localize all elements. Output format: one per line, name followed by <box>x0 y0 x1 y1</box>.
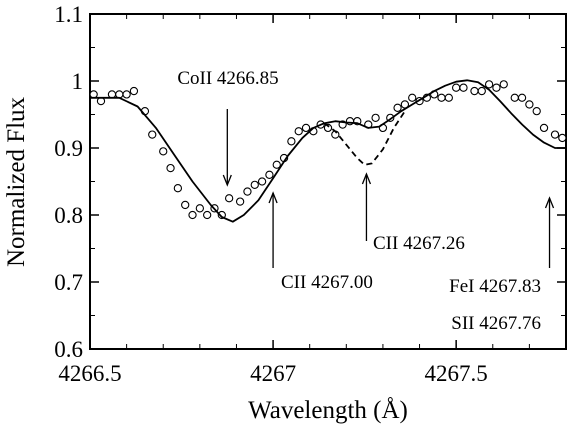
y-axis-title: Normalized Flux <box>3 96 30 267</box>
data-point <box>550 130 560 139</box>
x-axis-title: Wavelength (Å) <box>248 397 408 424</box>
data-point <box>287 137 296 146</box>
data-point <box>166 163 175 173</box>
data-point <box>517 93 527 102</box>
data-point <box>525 100 534 109</box>
data-point <box>294 127 303 136</box>
data-point <box>510 93 519 102</box>
data-point <box>173 184 183 193</box>
data-point <box>470 86 479 96</box>
data-point <box>159 147 168 156</box>
solid-model-line <box>90 79 566 223</box>
data-point <box>188 210 197 220</box>
data-point <box>243 187 252 196</box>
x-tick-labels: 4266.5 4267 4267.5 <box>58 361 487 386</box>
data-point <box>539 123 549 133</box>
y-tick-label: 0.9 <box>54 136 83 161</box>
data-point <box>148 130 157 139</box>
data-point <box>235 197 245 206</box>
plot-frame <box>89 13 567 350</box>
arrow-head <box>268 191 278 204</box>
data-point <box>265 170 274 179</box>
data-point <box>499 80 508 89</box>
annotation-label: CoII 4266.85 <box>177 68 278 89</box>
x-tick-label: 4267 <box>250 361 296 386</box>
y-tick-label: 1 <box>72 69 84 94</box>
data-point <box>408 93 417 102</box>
data-point <box>257 177 267 186</box>
data-point <box>323 123 333 133</box>
data-point <box>452 83 461 92</box>
data-series <box>89 79 567 223</box>
y-tick-label: 0.8 <box>54 203 83 228</box>
annotation-label: CII 4267.00 <box>281 272 373 293</box>
data-point <box>532 107 541 116</box>
x-tick-label: 4267.5 <box>425 361 488 386</box>
y-tick-label: 1.1 <box>54 2 83 27</box>
data-point <box>181 200 190 210</box>
data-point <box>492 83 501 92</box>
x-tick-label: 4266.5 <box>58 361 121 386</box>
annotation-label: FeI 4267.83 <box>449 276 541 297</box>
data-point <box>122 90 131 99</box>
y-tick-label: 0.7 <box>54 270 83 295</box>
data-point <box>203 210 212 220</box>
annotation-label: CII 4267.26 <box>373 233 465 254</box>
annotation-label: SII 4267.76 <box>451 313 541 334</box>
data-point <box>129 86 139 96</box>
arrow-head <box>361 172 372 185</box>
observed-points <box>89 80 567 220</box>
data-point <box>195 204 204 213</box>
data-point <box>272 160 281 169</box>
data-point <box>250 180 259 189</box>
data-point <box>444 93 453 102</box>
data-point <box>484 80 494 89</box>
data-point <box>459 83 468 92</box>
data-point <box>437 93 446 102</box>
data-point <box>301 123 311 133</box>
y-tick-label: 0.6 <box>54 337 83 362</box>
data-point <box>477 86 486 96</box>
arrow-head <box>222 174 232 187</box>
data-point <box>371 113 380 122</box>
data-point <box>393 103 402 112</box>
y-tick-labels: 0.6 0.7 0.8 0.9 1 1.1 <box>54 2 83 362</box>
data-point <box>224 194 234 203</box>
tick-marks <box>89 13 567 350</box>
data-point <box>558 133 567 143</box>
arrow-head <box>544 196 555 209</box>
